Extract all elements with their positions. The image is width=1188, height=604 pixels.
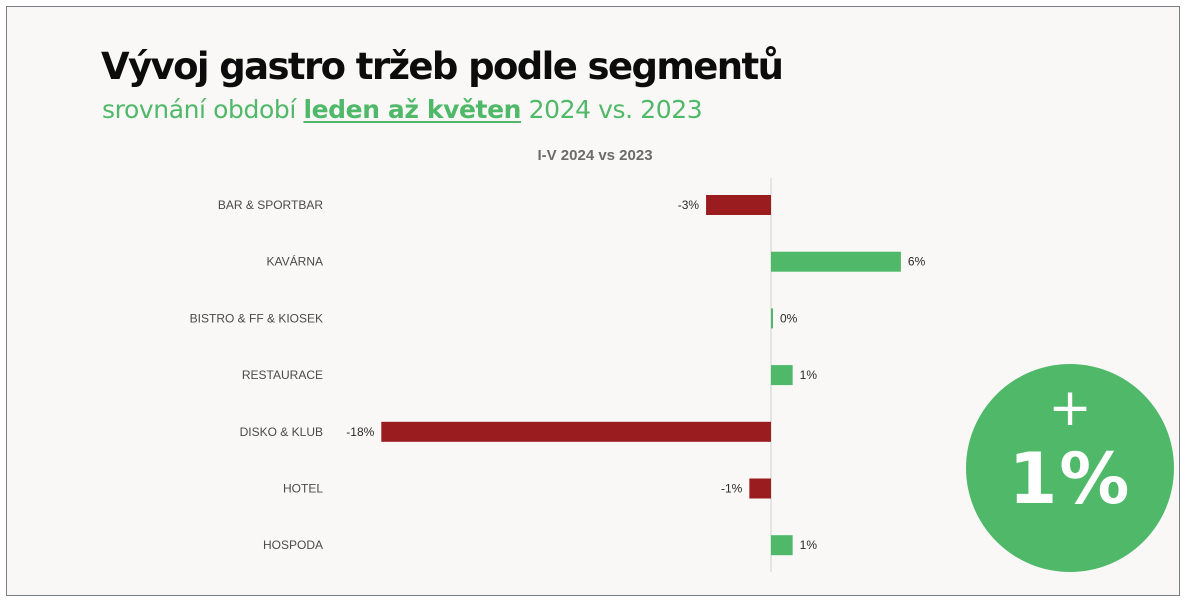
data-label: 6%	[908, 255, 926, 269]
bar-hotel	[749, 478, 771, 499]
category-label: DISKO & KLUB	[240, 425, 323, 439]
subtitle-period: leden až květen	[303, 95, 522, 124]
chart-title: I-V 2024 vs 2023	[537, 147, 652, 164]
category-label: KAVÁRNA	[267, 254, 323, 269]
data-label: -1%	[721, 482, 743, 496]
category-label: BAR & SPORTBAR	[218, 198, 323, 212]
slide-subtitle: srovnání období leden až květen 2024 vs.…	[102, 95, 703, 124]
bar-kavárna	[771, 251, 901, 272]
bar-bar-sportbar	[706, 195, 771, 215]
plus-sign: +	[1048, 378, 1092, 438]
bar-bistro-ff-kiosek	[771, 308, 773, 329]
category-label: HOTEL	[283, 482, 323, 496]
slide-title: Vývoj gastro tržeb podle segmentů	[101, 45, 784, 88]
category-label: BISTRO & FF & KIOSEK	[190, 311, 323, 325]
data-label: 1%	[800, 538, 818, 552]
data-label: 1%	[800, 368, 818, 382]
category-label: RESTAURACE	[242, 368, 323, 382]
data-label: -3%	[678, 198, 700, 212]
total-change-badge: + 1%	[966, 364, 1174, 572]
subtitle-suffix: 2024 vs. 2023	[521, 95, 703, 124]
subtitle-prefix: srovnání období	[102, 95, 304, 124]
bar-restaurace	[771, 365, 793, 386]
slide-frame: Vývoj gastro tržeb podle segmentů srovná…	[6, 6, 1180, 596]
total-change-value: 1%	[1008, 438, 1132, 520]
category-label: HOSPODA	[263, 538, 323, 552]
data-label: 0%	[780, 311, 798, 325]
bar-disko-klub	[381, 421, 771, 442]
bar-hospoda	[771, 535, 793, 556]
data-label: -18%	[346, 425, 374, 439]
